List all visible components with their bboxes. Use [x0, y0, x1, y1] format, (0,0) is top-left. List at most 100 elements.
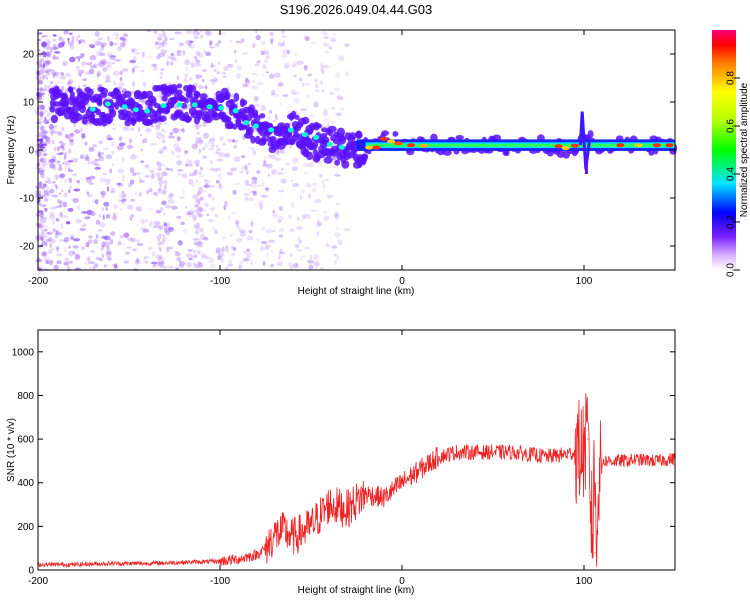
noise-speck: [60, 151, 64, 155]
noise-speck: [209, 137, 216, 143]
noise-speck: [54, 71, 60, 78]
noise-speck: [132, 56, 137, 62]
noise-speck: [83, 222, 86, 226]
noise-speck: [63, 261, 70, 266]
noise-speck: [50, 159, 57, 162]
noise-speck: [166, 246, 170, 253]
noise-speck: [206, 31, 213, 37]
noise-speck: [41, 227, 45, 230]
noise-speck: [163, 130, 167, 133]
ridge-core: [313, 135, 320, 140]
noise-speck: [311, 187, 317, 193]
noise-speck: [158, 187, 162, 191]
noise-speck: [72, 245, 79, 249]
snr-point: [328, 503, 330, 506]
ridge-hotspot: [387, 139, 396, 144]
noise-speck: [103, 147, 110, 150]
noise-speck: [132, 66, 136, 73]
noise-speck: [109, 55, 116, 60]
noise-speck: [106, 134, 112, 140]
noise-speck: [96, 72, 100, 79]
noise-speck: [181, 188, 185, 194]
ridge-envelope: [63, 96, 70, 104]
noise-speck: [135, 238, 141, 244]
noise-speck: [255, 35, 261, 41]
noise-speck: [142, 139, 145, 144]
noise-speck: [81, 133, 86, 139]
noise-speck: [202, 121, 207, 128]
noise-speck: [267, 174, 270, 177]
noise-speck: [172, 94, 175, 98]
ridge-envelope: [100, 87, 108, 95]
noise-speck: [60, 223, 64, 229]
noise-speck: [314, 79, 318, 82]
noise-speck: [340, 242, 343, 245]
noise-speck: [296, 249, 303, 252]
snr-point: [601, 460, 603, 462]
noise-speck: [193, 35, 197, 39]
snr-point: [437, 455, 439, 458]
noise-speck: [39, 234, 45, 241]
noise-speck: [334, 173, 341, 177]
noise-speck: [88, 43, 94, 48]
noise-speck: [271, 212, 278, 219]
noise-speck: [215, 168, 222, 171]
noise-speck: [121, 200, 125, 205]
noise-speck: [323, 42, 330, 47]
ridge-envelope: [241, 99, 248, 106]
noise-speck: [158, 149, 164, 154]
noise-speck: [108, 213, 112, 220]
noise-speck: [308, 113, 314, 118]
noise-speck: [263, 58, 269, 64]
noise-speck: [111, 263, 114, 267]
noise-speck: [84, 216, 91, 220]
noise-speck: [92, 144, 97, 148]
noise-speck: [186, 252, 192, 258]
noise-speck: [282, 94, 289, 97]
noise-speck: [297, 236, 301, 242]
noise-speck: [202, 78, 205, 83]
noise-speck: [118, 142, 126, 146]
noise-speck: [55, 218, 60, 222]
noise-speck: [38, 168, 46, 173]
noise-speck: [210, 65, 216, 68]
noise-speck: [260, 240, 268, 245]
noise-speck: [49, 188, 55, 194]
noise-speck: [182, 128, 185, 133]
noise-speck: [147, 55, 153, 58]
noise-speck: [275, 116, 278, 121]
noise-speck: [85, 177, 93, 183]
noise-speck: [246, 255, 252, 259]
noise-speck: [185, 163, 189, 167]
noise-speck: [344, 43, 350, 47]
noise-speck: [67, 160, 74, 163]
noise-speck: [122, 156, 125, 163]
noise-speck: [99, 177, 107, 183]
ridge-envelope: [305, 151, 314, 161]
ridge-envelope: [355, 130, 363, 139]
noise-speck: [146, 191, 150, 194]
noise-speck: [148, 246, 153, 251]
ridge-hotspot: [561, 146, 570, 151]
noise-speck: [39, 152, 43, 158]
noise-speck: [76, 204, 81, 211]
noise-speck: [303, 64, 308, 70]
noise-speck: [39, 95, 45, 98]
noise-speck: [286, 49, 290, 55]
colorbar-label: Normalized spectral amplitude: [739, 82, 750, 217]
noise-speck: [48, 231, 53, 236]
noise-speck: [81, 246, 86, 251]
ridge-envelope: [253, 114, 261, 122]
ridge-envelope: [260, 136, 267, 145]
noise-speck: [121, 68, 129, 71]
noise-speck: [343, 228, 351, 232]
noise-speck: [38, 142, 44, 149]
noise-speck: [39, 65, 45, 70]
noise-speck: [313, 260, 320, 266]
noise-speck: [198, 206, 204, 212]
noise-speck: [331, 106, 336, 111]
noise-speck: [200, 253, 207, 259]
noise-speck: [106, 250, 112, 256]
noise-speck: [45, 180, 49, 183]
noise-speck: [193, 238, 196, 241]
